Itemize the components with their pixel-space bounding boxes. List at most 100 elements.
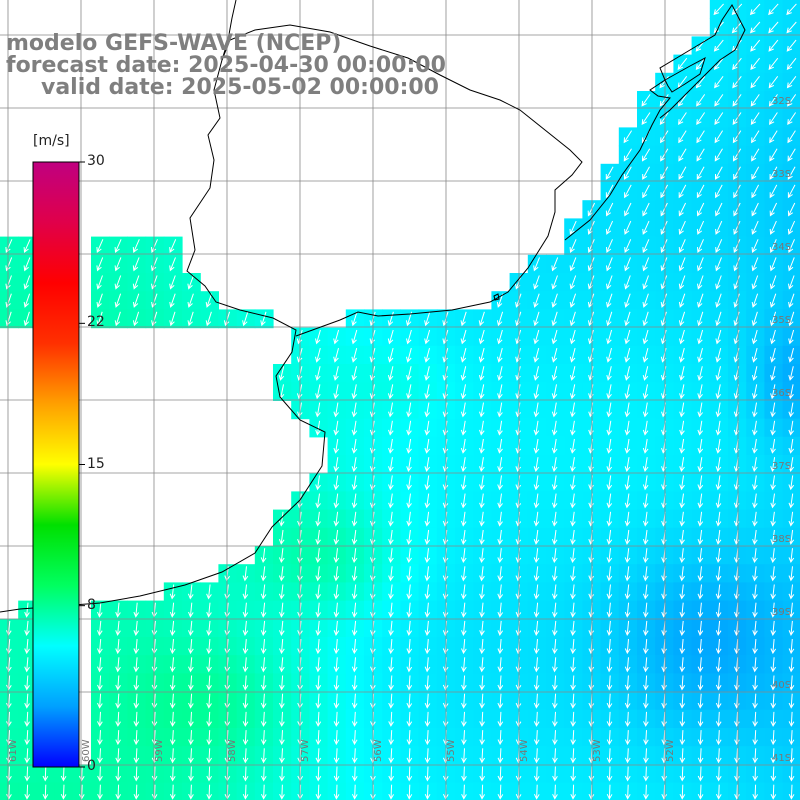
wind-arrow (24, 675, 30, 691)
wind-arrow (605, 220, 614, 235)
wind-arrow (315, 475, 321, 491)
wind-arrow (169, 675, 176, 691)
wind-arrow (715, 220, 723, 235)
wind-arrow (551, 529, 558, 545)
wind-arrow (24, 748, 31, 764)
wind-arrow (752, 548, 758, 564)
wind-arrow (333, 730, 340, 746)
wind-arrow (6, 730, 12, 746)
wind-arrow (205, 311, 212, 327)
wind-arrow (552, 748, 558, 764)
wind-arrow (242, 657, 249, 673)
wind-arrow (551, 438, 558, 454)
wind-arrow (133, 766, 140, 782)
wind-arrow (460, 566, 467, 582)
wind-arrow (497, 475, 503, 491)
wind-arrow (497, 402, 503, 418)
wind-arrow (424, 566, 431, 582)
wind-arrow (769, 220, 777, 235)
wind-arrow (770, 657, 777, 673)
wind-arrow (697, 347, 703, 363)
wind-arrow (333, 566, 340, 582)
wind-arrow (97, 639, 103, 655)
wind-arrow (606, 784, 613, 800)
wind-arrow (660, 130, 669, 144)
wind-arrow (279, 711, 285, 727)
wind-arrow (606, 602, 613, 618)
wind-arrow (406, 384, 412, 400)
wind-arrow (788, 457, 795, 473)
wind-arrow (315, 657, 322, 673)
latitude-label: 39S (772, 607, 791, 618)
wind-arrow (770, 438, 776, 454)
wind-arrow (642, 384, 649, 400)
wind-arrow (169, 711, 176, 727)
wind-arrow (206, 766, 213, 782)
wind-arrow (569, 293, 577, 308)
wind-arrow (679, 675, 686, 691)
wind-arrow (132, 257, 140, 272)
wind-arrow (151, 239, 158, 254)
wind-arrow (497, 438, 503, 454)
wind-arrow (206, 784, 213, 800)
wind-arrow (679, 639, 686, 655)
wind-arrow (587, 257, 595, 272)
wind-arrow (97, 602, 103, 618)
wind-arrow (642, 366, 649, 381)
wind-arrow (788, 730, 795, 746)
wind-arrow (679, 475, 685, 491)
wind-arrow (333, 639, 340, 655)
wind-arrow (788, 529, 795, 545)
wind-arrow (697, 239, 704, 254)
wind-arrow (497, 730, 504, 746)
wind-arrow (751, 202, 759, 217)
wind-arrow (679, 602, 686, 618)
wind-arrow (97, 784, 103, 800)
wind-arrow (570, 402, 576, 418)
wind-arrow (788, 711, 795, 727)
wind-arrow (188, 639, 194, 655)
wind-arrow (533, 293, 540, 308)
wind-arrow (497, 584, 504, 600)
wind-arrow (351, 748, 358, 764)
wind-arrow (242, 602, 249, 618)
wind-arrow (97, 675, 103, 691)
wind-arrow (752, 566, 758, 582)
wind-arrow (333, 329, 340, 345)
wind-arrow (242, 566, 249, 582)
wind-arrow (23, 239, 31, 254)
wind-arrow (788, 347, 794, 363)
wind-arrow (697, 639, 704, 655)
wind-arrow (424, 529, 431, 545)
wind-arrow (642, 584, 649, 600)
wind-arrow (460, 329, 467, 345)
wind-arrow (732, 148, 742, 162)
wind-arrow (770, 675, 777, 691)
wind-arrow (479, 511, 485, 527)
wind-arrow (97, 657, 103, 673)
wind-arrow (406, 748, 413, 764)
wind-arrow (770, 639, 777, 655)
wind-arrow (387, 311, 394, 327)
wind-arrow (351, 402, 358, 418)
longitude-label: 59W (154, 739, 165, 762)
wind-arrow (533, 493, 540, 509)
wind-arrow (24, 711, 30, 727)
wind-arrow (479, 748, 486, 764)
wind-arrow (696, 220, 705, 235)
wind-arrow (424, 384, 430, 400)
longitude-label: 58W (227, 739, 238, 762)
wind-arrow (460, 584, 467, 600)
wind-arrow (788, 329, 795, 345)
wind-arrow (206, 730, 212, 746)
wind-arrow (643, 639, 649, 655)
wind-arrow (188, 602, 194, 618)
wind-arrow (679, 493, 685, 509)
wind-arrow (642, 493, 649, 509)
wind-arrow (643, 711, 649, 727)
wind-arrow (569, 257, 577, 272)
wind-arrow (497, 748, 504, 764)
wind-arrow (115, 657, 121, 673)
wind-arrow (770, 366, 776, 381)
wind-arrow (552, 657, 558, 673)
